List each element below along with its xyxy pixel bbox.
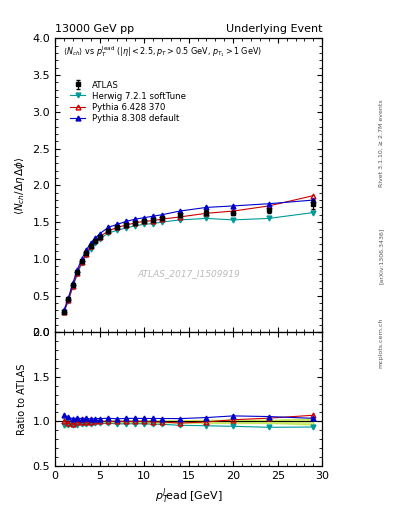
Text: ATLAS_2017_I1509919: ATLAS_2017_I1509919 bbox=[137, 269, 240, 278]
Pythia 8.308 default bbox=[177, 208, 182, 214]
Pythia 8.308 default bbox=[106, 224, 111, 230]
Line: Pythia 8.308 default: Pythia 8.308 default bbox=[61, 198, 316, 313]
Legend: ATLAS, Herwig 7.2.1 softTune, Pythia 6.428 370, Pythia 8.308 default: ATLAS, Herwig 7.2.1 softTune, Pythia 6.4… bbox=[67, 78, 189, 125]
Pythia 6.428 370 bbox=[66, 297, 71, 303]
Pythia 6.428 370 bbox=[266, 203, 271, 209]
Pythia 8.308 default bbox=[79, 256, 84, 262]
Pythia 8.308 default bbox=[142, 215, 147, 221]
Line: Herwig 7.2.1 softTune: Herwig 7.2.1 softTune bbox=[61, 210, 316, 315]
Pythia 6.428 370 bbox=[151, 218, 155, 224]
Text: [arXiv:1306.3436]: [arXiv:1306.3436] bbox=[379, 228, 384, 284]
Herwig 7.2.1 softTune bbox=[97, 236, 102, 242]
Herwig 7.2.1 softTune bbox=[93, 240, 97, 246]
Herwig 7.2.1 softTune bbox=[106, 230, 111, 236]
Herwig 7.2.1 softTune bbox=[151, 221, 155, 227]
Herwig 7.2.1 softTune bbox=[88, 245, 93, 251]
Herwig 7.2.1 softTune bbox=[84, 252, 88, 258]
Herwig 7.2.1 softTune bbox=[231, 217, 235, 223]
X-axis label: $p_T^l\!$ead [GeV]: $p_T^l\!$ead [GeV] bbox=[155, 486, 222, 506]
Herwig 7.2.1 softTune bbox=[66, 297, 71, 304]
Herwig 7.2.1 softTune bbox=[115, 227, 120, 233]
Herwig 7.2.1 softTune bbox=[124, 225, 129, 231]
Pythia 6.428 370 bbox=[160, 216, 164, 222]
Pythia 6.428 370 bbox=[204, 210, 209, 217]
Line: Pythia 6.428 370: Pythia 6.428 370 bbox=[61, 193, 316, 314]
Y-axis label: $\langle N_{ch} / \Delta\eta\,\Delta\phi \rangle$: $\langle N_{ch} / \Delta\eta\,\Delta\phi… bbox=[13, 156, 27, 215]
Pythia 8.308 default bbox=[84, 247, 88, 253]
Pythia 6.428 370 bbox=[311, 193, 316, 199]
Pythia 6.428 370 bbox=[84, 251, 88, 257]
Text: Rivet 3.1.10, ≥ 2.7M events: Rivet 3.1.10, ≥ 2.7M events bbox=[379, 99, 384, 187]
Pythia 6.428 370 bbox=[93, 238, 97, 244]
Pythia 6.428 370 bbox=[62, 309, 66, 315]
Pythia 8.308 default bbox=[231, 203, 235, 209]
Pythia 8.308 default bbox=[160, 211, 164, 218]
Pythia 6.428 370 bbox=[124, 222, 129, 228]
Pythia 6.428 370 bbox=[75, 270, 80, 276]
Pythia 8.308 default bbox=[97, 231, 102, 237]
Herwig 7.2.1 softTune bbox=[79, 260, 84, 266]
Herwig 7.2.1 softTune bbox=[133, 223, 138, 229]
Pythia 6.428 370 bbox=[70, 283, 75, 289]
Herwig 7.2.1 softTune bbox=[160, 219, 164, 225]
Text: mcplots.cern.ch: mcplots.cern.ch bbox=[379, 318, 384, 368]
Pythia 6.428 370 bbox=[133, 220, 138, 226]
Herwig 7.2.1 softTune bbox=[62, 309, 66, 315]
Pythia 8.308 default bbox=[66, 295, 71, 301]
Pythia 6.428 370 bbox=[231, 208, 235, 214]
Herwig 7.2.1 softTune bbox=[70, 284, 75, 290]
Pythia 8.308 default bbox=[75, 267, 80, 273]
Herwig 7.2.1 softTune bbox=[266, 216, 271, 222]
Pythia 8.308 default bbox=[70, 280, 75, 286]
Pythia 6.428 370 bbox=[79, 259, 84, 265]
Pythia 8.308 default bbox=[266, 201, 271, 207]
Pythia 8.308 default bbox=[62, 307, 66, 313]
Pythia 8.308 default bbox=[311, 197, 316, 203]
Pythia 8.308 default bbox=[133, 216, 138, 222]
Pythia 6.428 370 bbox=[115, 224, 120, 230]
Text: Underlying Event: Underlying Event bbox=[226, 24, 322, 34]
Text: 13000 GeV pp: 13000 GeV pp bbox=[55, 24, 134, 34]
Pythia 8.308 default bbox=[93, 235, 97, 241]
Pythia 8.308 default bbox=[151, 213, 155, 219]
Pythia 6.428 370 bbox=[142, 218, 147, 224]
Pythia 8.308 default bbox=[204, 204, 209, 210]
Pythia 6.428 370 bbox=[177, 214, 182, 220]
Herwig 7.2.1 softTune bbox=[142, 221, 147, 227]
Y-axis label: Ratio to ATLAS: Ratio to ATLAS bbox=[17, 364, 27, 435]
Pythia 8.308 default bbox=[88, 240, 93, 246]
Herwig 7.2.1 softTune bbox=[311, 209, 316, 216]
Herwig 7.2.1 softTune bbox=[75, 271, 80, 278]
Herwig 7.2.1 softTune bbox=[204, 216, 209, 222]
Pythia 8.308 default bbox=[115, 221, 120, 227]
Pythia 8.308 default bbox=[124, 218, 129, 224]
Pythia 6.428 370 bbox=[97, 233, 102, 240]
Pythia 6.428 370 bbox=[88, 243, 93, 249]
Herwig 7.2.1 softTune bbox=[177, 217, 182, 223]
Text: $\langle N_{ch}\rangle$ vs $p_T^{\rm lead}$ ($|\eta| < 2.5, p_T > 0.5$ GeV, $p_{: $\langle N_{ch}\rangle$ vs $p_T^{\rm lea… bbox=[63, 44, 262, 59]
Pythia 6.428 370 bbox=[106, 228, 111, 234]
